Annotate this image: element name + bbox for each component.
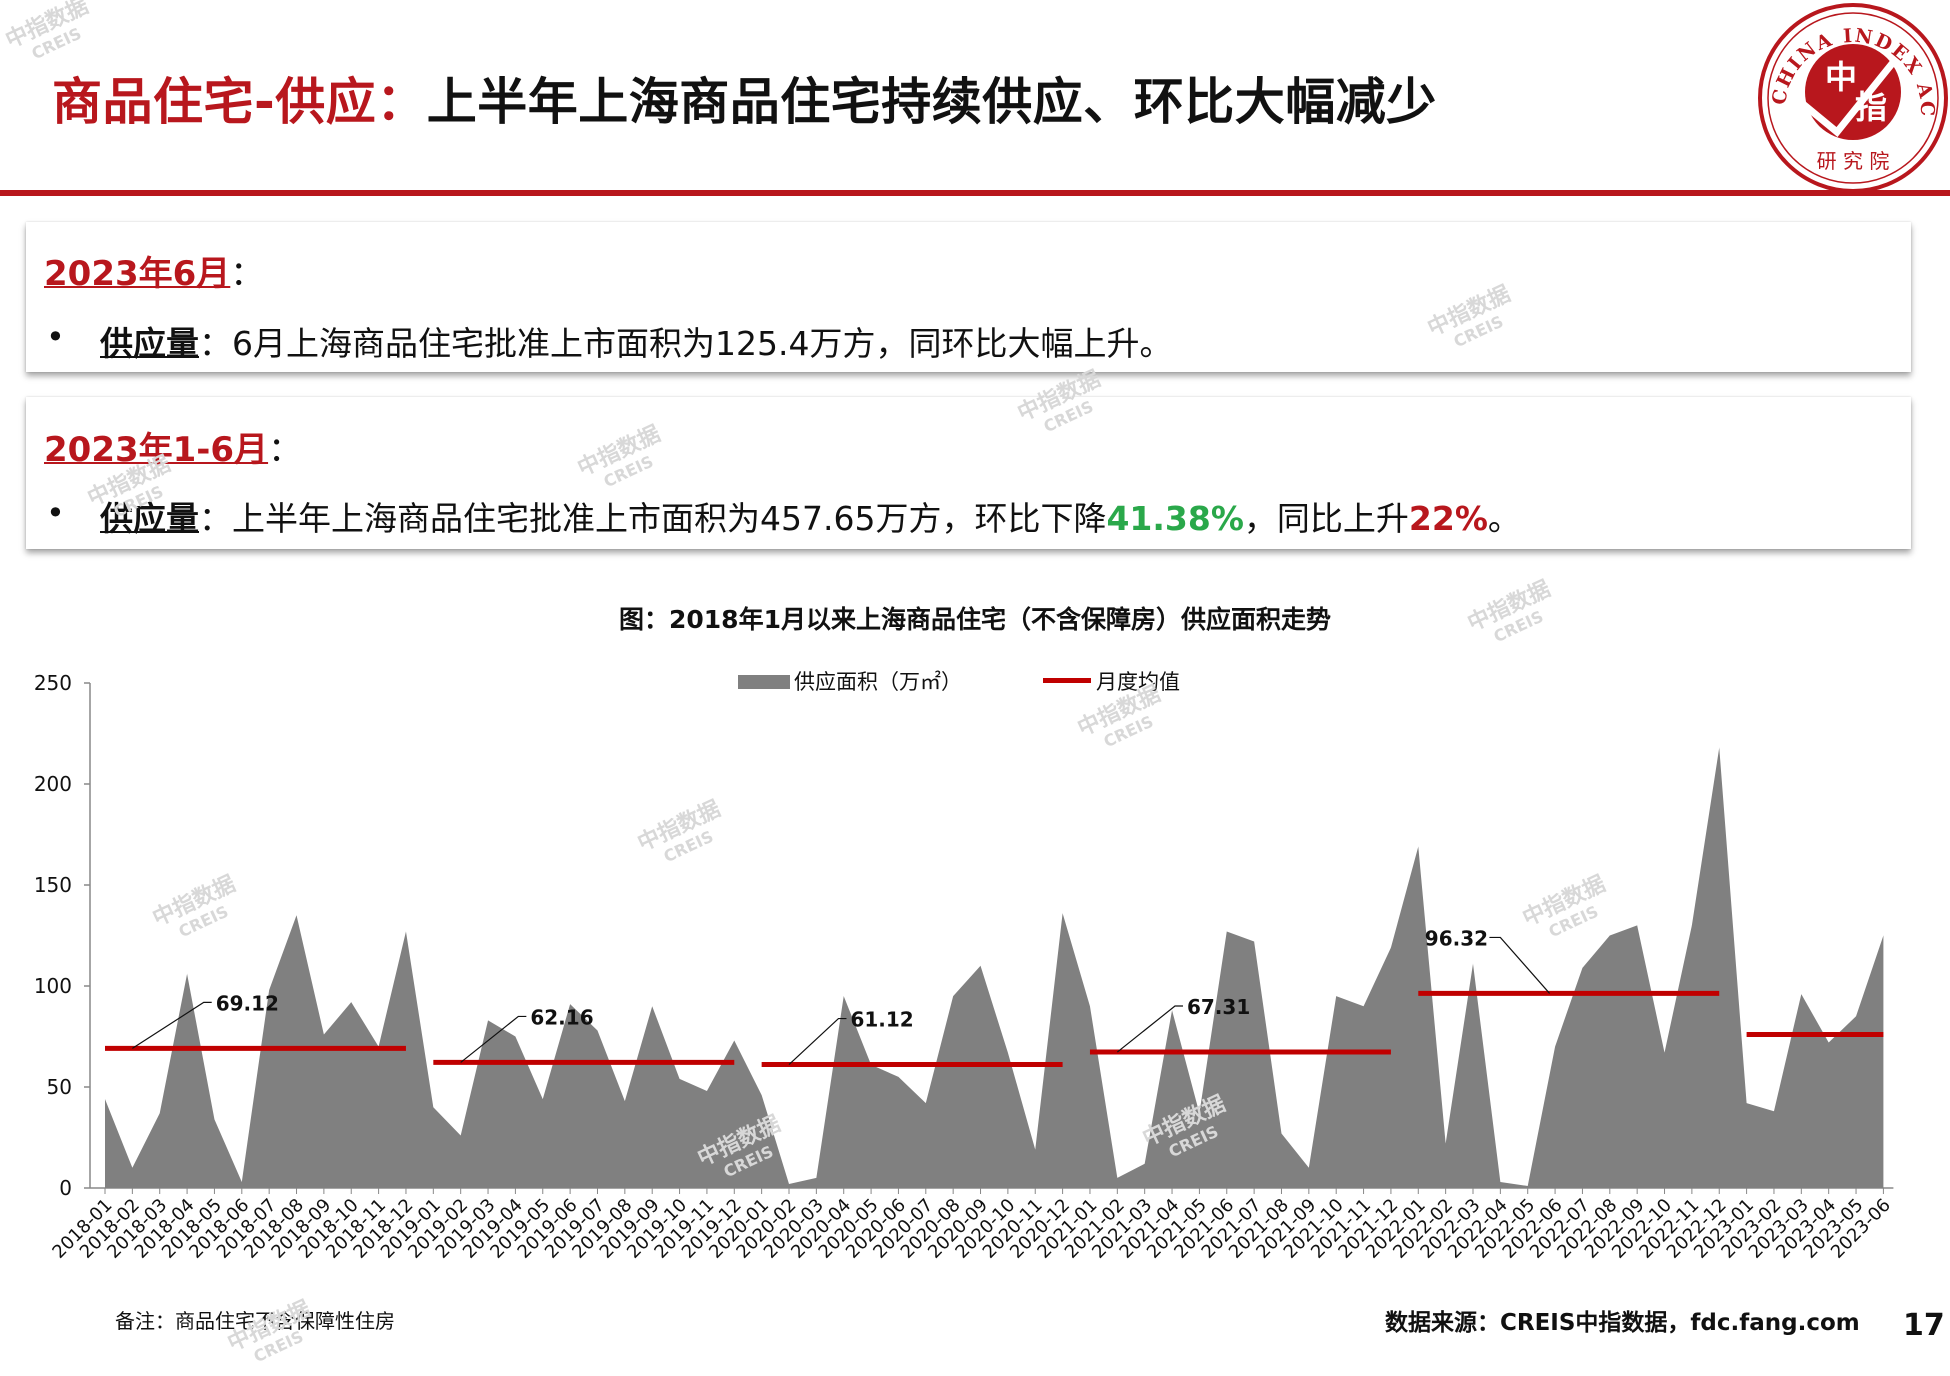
box1-colon: ： (230, 254, 264, 294)
average-label: 62.16 (530, 1005, 593, 1029)
title-divider (0, 190, 1950, 196)
y-tick-label: 50 (47, 1075, 72, 1099)
box2-text-a: ：上半年上海商品住宅批准上市面积为457.65万方，环比下降 (199, 499, 1106, 538)
china-index-academy-logo: CHINA INDEX ACADEMY 中 指 研 究 院 (1745, 0, 1950, 195)
page-number: 17 (1903, 1308, 1945, 1343)
box2-line: 供应量：上半年上海商品住宅批准上市面积为457.65万方，环比下降41.38%，… (100, 492, 1521, 540)
legend-label-area: 供应面积（万㎡） (794, 670, 962, 694)
box1-bullet: • (46, 318, 65, 356)
summary-box-june: 2023年6月： • 供应量：6月上海商品住宅批准上市面积为125.4万方，同环… (26, 222, 1911, 372)
average-label: 69.12 (216, 991, 279, 1015)
supply-area-chart: 图：2018年1月以来上海商品住宅（不含保障房）供应面积走势 供应面积（万㎡） … (0, 590, 1950, 1310)
series-supply-area (105, 748, 1883, 1188)
y-tick-label: 100 (34, 974, 72, 998)
legend-swatch-area (738, 675, 790, 689)
page-title: 商品住宅-供应：上半年上海商品住宅持续供应、环比大幅减少 (52, 62, 1437, 134)
box1-line: 供应量：6月上海商品住宅批准上市面积为125.4万方，同环比大幅上升。 (100, 317, 1172, 365)
box2-heading-wrap: 2023年1-6月： (44, 422, 302, 471)
chart-legend: 供应面积（万㎡） 月度均值 (738, 670, 1180, 694)
box2-colon: ： (268, 430, 302, 470)
box2-yoy-change: 22% (1409, 499, 1488, 538)
logo-char-1: 中 (1825, 58, 1857, 96)
page-title-red: 商品住宅-供应： (52, 73, 427, 131)
y-tick-label: 250 (34, 671, 72, 695)
average-label: 61.12 (850, 1008, 913, 1032)
page-title-black: 上半年上海商品住宅持续供应、环比大幅减少 (427, 73, 1437, 131)
box1-text: ：6月上海商品住宅批准上市面积为125.4万方，同环比大幅上升。 (199, 324, 1172, 363)
box2-text-c: 。 (1488, 499, 1521, 538)
legend-swatch-avg (1043, 678, 1091, 683)
box1-heading: 2023年6月 (44, 254, 230, 294)
y-tick-label: 0 (59, 1176, 72, 1200)
y-tick-label: 200 (34, 772, 72, 796)
box2-mom-change: 41.38% (1106, 499, 1243, 538)
logo-char-2: 指 (1855, 88, 1887, 126)
average-leader (132, 1002, 211, 1048)
box1-heading-wrap: 2023年6月： (44, 246, 264, 295)
plot-area: 0501001502002502018-012018-022018-032018… (34, 671, 1895, 1263)
box1-keyword: 供应量 (100, 324, 199, 363)
y-tick-label: 150 (34, 873, 72, 897)
average-label: 96.32 (1425, 926, 1488, 950)
chart-title: 图：2018年1月以来上海商品住宅（不含保障房）供应面积走势 (619, 605, 1331, 634)
box2-bullet: • (46, 494, 65, 532)
logo-bottom-text: 研 究 院 (1817, 149, 1890, 173)
summary-box-h1: 2023年1-6月： • 供应量：上半年上海商品住宅批准上市面积为457.65万… (26, 397, 1911, 549)
logo-seal: CHINA INDEX ACADEMY 中 指 研 究 院 (1745, 0, 1950, 195)
data-source: 数据来源：CREIS中指数据，fdc.fang.com (1385, 1303, 1860, 1337)
average-label: 67.31 (1187, 995, 1250, 1019)
box2-text-b: ，同比上升 (1244, 499, 1409, 538)
